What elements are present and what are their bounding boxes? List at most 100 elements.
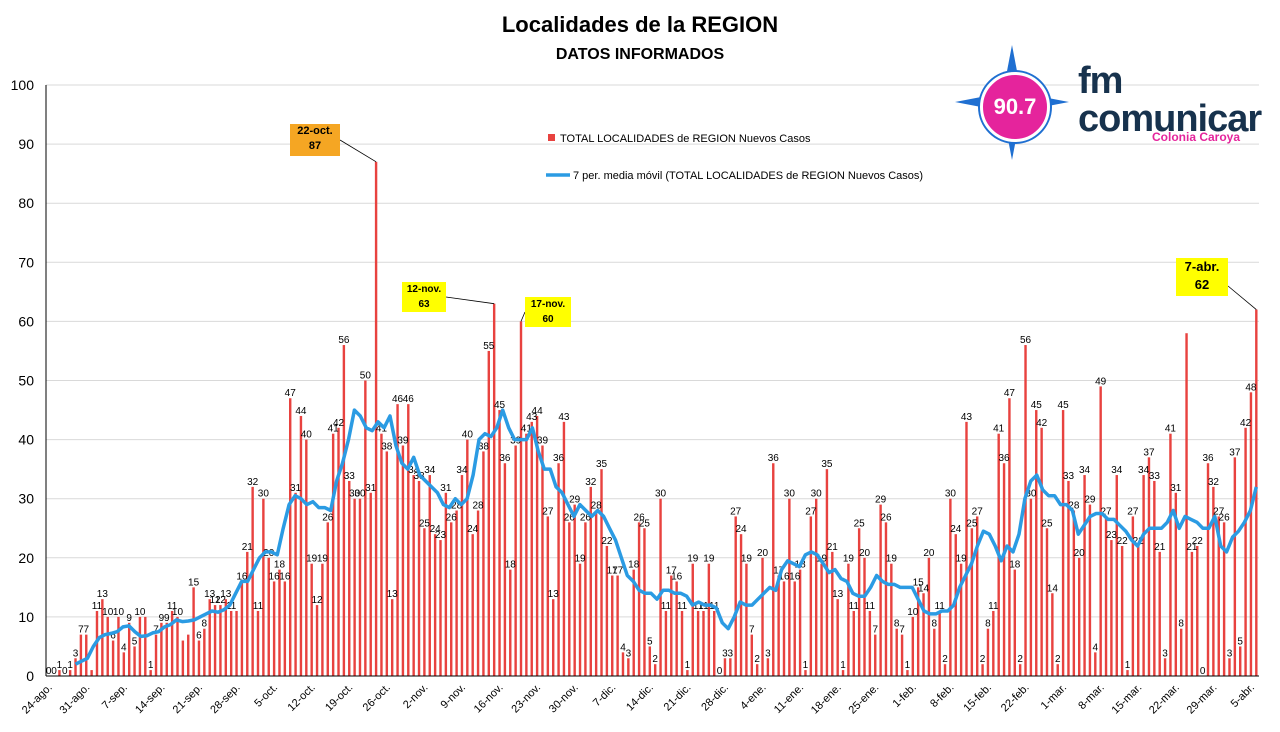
legend-bar-swatch bbox=[548, 134, 555, 141]
data-label: 27 bbox=[542, 506, 554, 517]
data-label: 36 bbox=[998, 453, 1010, 464]
data-label: 41 bbox=[328, 424, 340, 435]
bar bbox=[358, 498, 362, 676]
y-tick-label: 10 bbox=[18, 609, 34, 625]
data-label: 35 bbox=[821, 459, 833, 470]
x-tick-label: 14-dic. bbox=[624, 682, 656, 714]
data-label: 23 bbox=[435, 530, 447, 541]
bar bbox=[122, 652, 126, 676]
x-tick-label: 11-ene. bbox=[772, 682, 806, 716]
data-label: 16 bbox=[789, 571, 801, 582]
x-tick-label: 22-mar. bbox=[1147, 682, 1182, 717]
data-label: 34 bbox=[424, 465, 436, 476]
bar bbox=[1115, 475, 1118, 676]
y-tick-label: 20 bbox=[18, 550, 34, 566]
data-label: 32 bbox=[585, 477, 597, 488]
data-label: 11 bbox=[253, 601, 264, 612]
legend-line-label: 7 per. media móvil (TOTAL LOCALIDADES de… bbox=[573, 170, 923, 182]
bar bbox=[460, 475, 464, 676]
bar bbox=[176, 616, 179, 676]
data-label: 55 bbox=[483, 341, 495, 352]
bar bbox=[154, 634, 158, 676]
data-label: 1 bbox=[148, 660, 154, 671]
bar bbox=[396, 404, 399, 676]
bar bbox=[1196, 545, 1199, 676]
bar bbox=[686, 670, 689, 676]
x-tick-label: 28-dic. bbox=[699, 682, 731, 714]
bar bbox=[79, 634, 83, 676]
data-label: 36 bbox=[553, 453, 565, 464]
bar bbox=[895, 628, 898, 676]
bar bbox=[235, 610, 238, 676]
data-label: 17 bbox=[612, 566, 624, 577]
bar bbox=[1120, 545, 1124, 676]
data-label: 11 bbox=[865, 601, 876, 612]
x-tick-label: 19-oct. bbox=[323, 682, 355, 714]
bar bbox=[133, 646, 136, 676]
data-label: 1 bbox=[685, 660, 691, 671]
x-tick-label: 25-ene. bbox=[846, 682, 881, 717]
bar bbox=[487, 350, 491, 676]
data-label: 25 bbox=[966, 518, 978, 529]
data-label: 20 bbox=[859, 548, 871, 559]
y-tick-label: 40 bbox=[18, 432, 34, 448]
bar bbox=[278, 569, 281, 676]
bar bbox=[981, 664, 984, 676]
data-label: 3 bbox=[1227, 648, 1233, 659]
data-label: 17 bbox=[666, 566, 678, 577]
bar bbox=[321, 563, 324, 676]
bar bbox=[310, 563, 313, 676]
data-label: 5 bbox=[647, 636, 653, 647]
bar bbox=[111, 640, 115, 676]
data-label: 31 bbox=[365, 483, 377, 494]
data-label: 7 bbox=[78, 625, 84, 636]
data-label: 30 bbox=[1025, 489, 1037, 500]
x-tick-label: 5-abr. bbox=[1229, 682, 1257, 710]
bar bbox=[535, 415, 539, 676]
y-tick-label: 80 bbox=[18, 195, 34, 211]
legend: TOTAL LOCALIDADES de REGION Nuevos Casos… bbox=[546, 133, 923, 182]
data-label: 47 bbox=[1004, 388, 1016, 399]
data-label: 16 bbox=[269, 571, 281, 582]
bar bbox=[299, 415, 303, 676]
data-label: 41 bbox=[993, 424, 1005, 435]
bar bbox=[729, 658, 732, 676]
bar bbox=[1169, 433, 1172, 676]
x-tick-label: 16-nov. bbox=[472, 682, 506, 716]
data-label: 20 bbox=[1074, 548, 1086, 559]
bar bbox=[127, 622, 131, 676]
data-label: 46 bbox=[403, 394, 415, 405]
data-label: 4 bbox=[620, 642, 626, 653]
x-tick-label: 14-sep. bbox=[133, 682, 167, 716]
bar bbox=[240, 581, 244, 676]
data-label: 19 bbox=[574, 554, 586, 565]
bar bbox=[594, 510, 598, 676]
bar bbox=[1035, 410, 1038, 676]
bar bbox=[874, 634, 877, 676]
bar bbox=[857, 528, 861, 676]
bar bbox=[847, 563, 850, 676]
data-label: 3 bbox=[73, 648, 79, 659]
bar bbox=[911, 616, 915, 676]
data-label: 29 bbox=[569, 495, 581, 506]
bar bbox=[986, 628, 990, 676]
bar bbox=[1233, 457, 1237, 676]
data-label: 25 bbox=[639, 518, 651, 529]
data-label: 33 bbox=[1063, 471, 1075, 482]
data-label: 19 bbox=[741, 554, 753, 565]
bar bbox=[900, 634, 904, 676]
bar bbox=[466, 439, 469, 676]
bar bbox=[1190, 551, 1194, 676]
data-label: 16 bbox=[671, 571, 683, 582]
bar bbox=[933, 628, 936, 676]
data-label: 19 bbox=[703, 554, 715, 565]
bar bbox=[578, 563, 582, 676]
bar bbox=[1040, 427, 1043, 676]
bar bbox=[117, 616, 120, 676]
bar bbox=[852, 610, 855, 676]
bar bbox=[1094, 652, 1097, 676]
data-label: 40 bbox=[462, 430, 474, 441]
bar bbox=[348, 480, 351, 676]
bar bbox=[1137, 545, 1140, 676]
bar bbox=[1163, 658, 1167, 676]
